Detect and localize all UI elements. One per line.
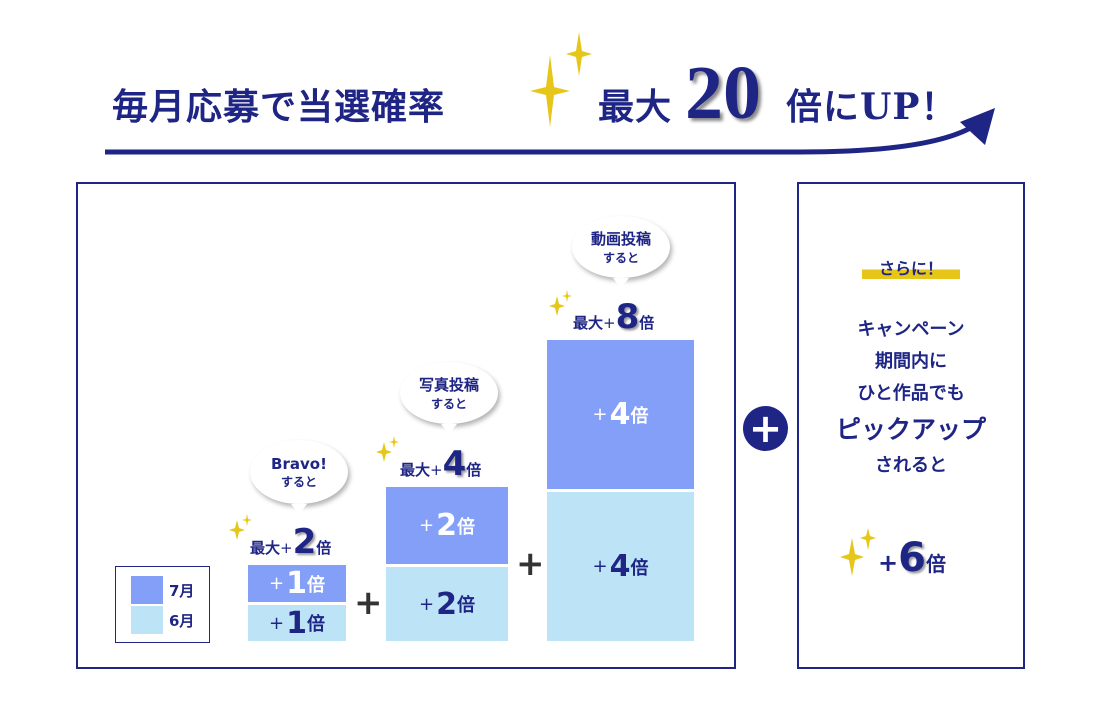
legend-label: 6月 — [169, 612, 195, 630]
legend-swatch-june — [131, 606, 163, 634]
arrow-underline-icon — [105, 108, 995, 155]
legend: 7月 6月 — [115, 566, 210, 643]
monthly-panel — [76, 182, 736, 669]
max-label: 最大+4倍 — [400, 444, 482, 484]
bonus-value: +6倍 — [878, 535, 946, 581]
plus-operator: + — [354, 583, 383, 623]
legend-swatch-july — [131, 576, 163, 604]
sparkle-icon — [376, 436, 399, 462]
bar-june: +1 倍 — [248, 605, 346, 641]
sparkle-icon — [530, 55, 570, 127]
sparkle-icon — [549, 290, 572, 316]
plus-operator: + — [516, 544, 545, 584]
bonus-text: キャンペーン 期間内に ひと作品でも ピックアップ されると — [835, 319, 986, 476]
max-label: 最大+2倍 — [250, 522, 332, 562]
bar-june: +4 倍 — [547, 492, 694, 641]
bar-july: +4 倍 — [547, 340, 694, 489]
bar-june: +2 倍 — [386, 567, 508, 641]
bar-july: +1 倍 — [248, 565, 346, 602]
headline-suffix: 倍にUP！ — [786, 86, 958, 128]
max-label: 最大+8倍 — [573, 297, 655, 337]
legend-label: 7月 — [169, 582, 195, 600]
headline-max: 最大 — [598, 86, 673, 128]
bar-july: +2 倍 — [386, 487, 508, 564]
speech-bubble: 動画投稿 すると — [572, 216, 670, 288]
plus-circle-icon: + — [743, 406, 788, 451]
speech-bubble: 写真投稿 すると — [400, 362, 498, 434]
headline-text: 毎月応募で当選確率 — [112, 86, 446, 128]
speech-bubble: Bravo! すると — [250, 440, 348, 514]
sparkle-icon — [566, 32, 592, 76]
sparkle-icon — [229, 514, 252, 540]
bonus-tag: さらに！ — [862, 255, 960, 279]
headline-number: 20 — [685, 51, 761, 135]
bonus-panel — [797, 182, 1025, 669]
sparkle-icon — [840, 528, 876, 576]
